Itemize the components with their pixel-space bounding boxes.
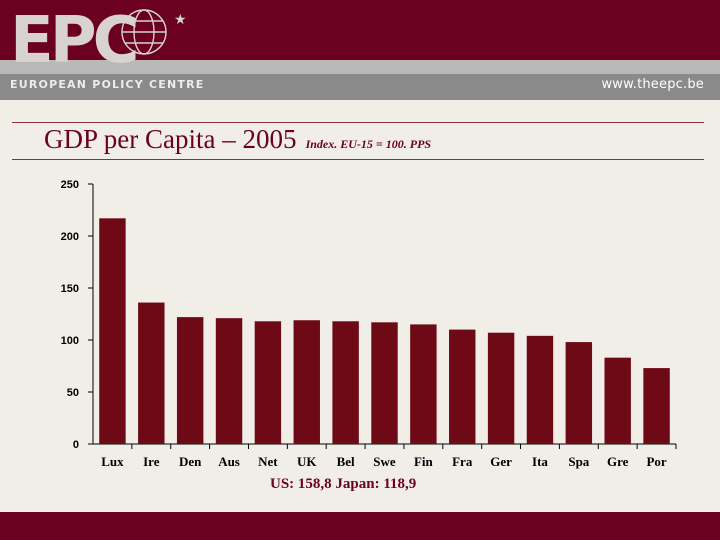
bar bbox=[293, 320, 320, 444]
x-tick-label: Swe bbox=[373, 454, 396, 469]
x-tick-label: Fin bbox=[414, 454, 434, 469]
bar bbox=[99, 218, 126, 444]
y-tick-label: 0 bbox=[73, 439, 79, 451]
y-tick-label: 50 bbox=[67, 387, 79, 399]
bar bbox=[254, 321, 282, 444]
x-tick-label: Ire bbox=[143, 454, 160, 469]
x-tick-label: UK bbox=[297, 454, 317, 469]
bar bbox=[138, 302, 165, 444]
x-tick-label: Ger bbox=[490, 454, 512, 469]
logo-subtitle: EUROPEAN POLICY CENTRE bbox=[10, 78, 204, 91]
slide-title: GDP per Capita – 2005 Index. EU-15 = 100… bbox=[44, 124, 431, 155]
x-tick-label: Fra bbox=[452, 454, 473, 469]
globe-icon bbox=[121, 9, 167, 55]
bar bbox=[332, 321, 359, 444]
bar bbox=[487, 332, 515, 444]
title-main: GDP per Capita – 2005 bbox=[44, 124, 297, 154]
title-rule-bottom bbox=[12, 159, 704, 160]
x-tick-label: Gre bbox=[607, 454, 629, 469]
website-url[interactable]: www.theepc.be bbox=[601, 77, 704, 92]
epc-logo: EPC ★ EUROPEAN POLICY CENTRE bbox=[10, 4, 204, 91]
bar bbox=[526, 335, 554, 444]
bar bbox=[449, 329, 476, 444]
header-band-light bbox=[0, 60, 720, 74]
gdp-bar-chart: 0 50 100 150 200 250 Lux Ire Den Aus Net UK Bel Swe Fi… bbox=[61, 179, 677, 469]
bar bbox=[215, 318, 243, 444]
bar bbox=[410, 324, 437, 444]
y-tick-label: 250 bbox=[61, 179, 79, 191]
x-tick-label: Net bbox=[258, 454, 278, 469]
x-tick-label: Bel bbox=[337, 454, 355, 469]
title-rule-top bbox=[12, 122, 704, 123]
footer-bar bbox=[0, 512, 720, 540]
bar bbox=[604, 357, 631, 444]
x-tick-label: Lux bbox=[101, 454, 124, 469]
bar bbox=[371, 322, 398, 444]
x-tick-label: Por bbox=[646, 454, 666, 469]
x-tick-label: Spa bbox=[568, 454, 589, 469]
bar bbox=[643, 368, 670, 444]
bar bbox=[565, 342, 593, 444]
x-tick-label: Ita bbox=[532, 454, 548, 469]
bar bbox=[176, 317, 204, 444]
header-banner: EPC ★ EUROPEAN POLICY CENTRE www.theepc.… bbox=[0, 0, 720, 100]
x-tick-label: Den bbox=[179, 454, 202, 469]
logo-text: EPC bbox=[10, 4, 136, 78]
footnote: US: 158,8 Japan: 118,9 bbox=[270, 476, 417, 492]
y-tick-label: 200 bbox=[61, 231, 79, 243]
title-subtitle: Index. EU-15 = 100. PPS bbox=[305, 137, 432, 151]
y-tick-label: 150 bbox=[61, 283, 79, 295]
x-tick-label: Aus bbox=[218, 454, 240, 469]
star-icon: ★ bbox=[174, 12, 187, 28]
y-tick-label: 100 bbox=[61, 335, 79, 347]
